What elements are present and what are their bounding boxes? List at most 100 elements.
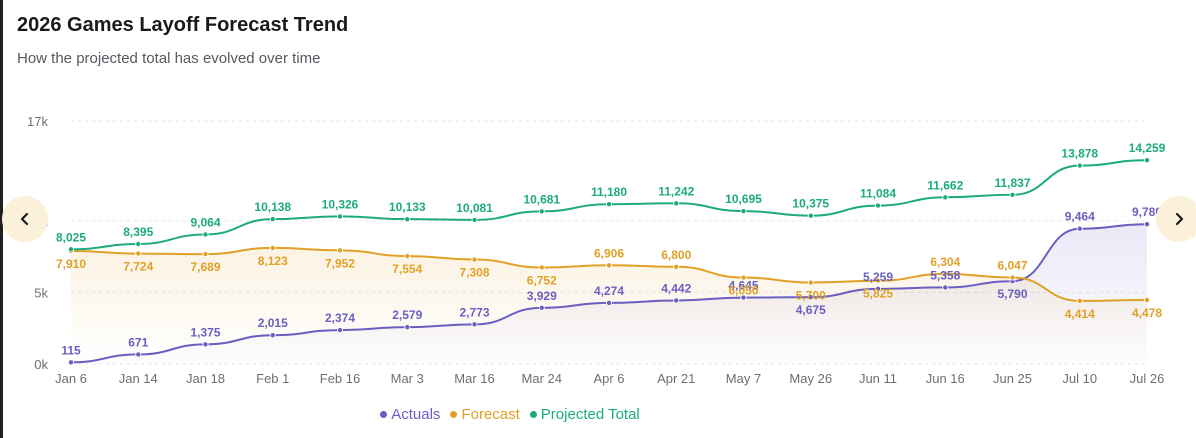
x-tick-label: Jan 18 <box>186 371 225 386</box>
point-actuals[interactable] <box>68 359 75 366</box>
point-forecast[interactable] <box>740 274 747 281</box>
point-forecast[interactable] <box>1144 296 1151 303</box>
point-forecast[interactable] <box>336 247 343 254</box>
point-forecast[interactable] <box>875 277 882 284</box>
point-forecast[interactable] <box>202 251 209 258</box>
x-tick-label: Mar 24 <box>522 371 562 386</box>
data-label-actuals: 2,374 <box>325 311 355 325</box>
point-projected-total[interactable] <box>404 216 411 223</box>
point-actuals[interactable] <box>807 294 814 301</box>
point-actuals[interactable] <box>606 299 613 306</box>
point-forecast[interactable] <box>673 263 680 270</box>
data-label-forecast: 6,050 <box>728 284 758 298</box>
point-forecast[interactable] <box>135 250 142 257</box>
point-projected-total[interactable] <box>202 231 209 238</box>
x-tick-label: Jun 16 <box>926 371 965 386</box>
previous-chart-button[interactable] <box>2 196 48 242</box>
point-actuals[interactable] <box>135 351 142 358</box>
y-tick-label: 17k <box>27 114 48 129</box>
legend-item-forecast[interactable]: Forecast <box>450 406 520 423</box>
data-label-projected-total: 10,138 <box>254 200 291 214</box>
data-label-actuals: 3,929 <box>527 289 557 303</box>
legend-item-projected-total[interactable]: Projected Total <box>529 406 640 423</box>
point-projected-total[interactable] <box>135 241 142 248</box>
point-forecast[interactable] <box>538 264 545 271</box>
point-forecast[interactable] <box>1009 274 1016 281</box>
point-actuals[interactable] <box>942 284 949 291</box>
data-label-actuals: 4,675 <box>796 303 826 317</box>
point-forecast[interactable] <box>942 270 949 277</box>
point-forecast[interactable] <box>269 244 276 251</box>
point-projected-total[interactable] <box>269 216 276 223</box>
data-label-forecast: 7,910 <box>56 257 86 271</box>
data-label-forecast: 6,752 <box>527 273 557 287</box>
point-actuals[interactable] <box>1076 225 1083 232</box>
point-forecast[interactable] <box>404 253 411 260</box>
point-actuals[interactable] <box>336 327 343 334</box>
x-tick-label: Apr 21 <box>657 371 695 386</box>
legend-label-actuals: Actuals <box>391 406 441 423</box>
next-chart-button[interactable] <box>1156 196 1196 242</box>
point-actuals[interactable] <box>404 324 411 331</box>
chart-legend: Actuals Forecast Projected Total <box>0 406 1020 423</box>
point-projected-total[interactable] <box>68 246 75 253</box>
data-label-projected-total: 8,395 <box>123 225 153 239</box>
legend-swatch-projected-total <box>529 411 537 418</box>
data-label-projected-total: 10,081 <box>456 201 493 215</box>
point-forecast[interactable] <box>606 262 613 269</box>
chevron-left-icon <box>20 212 29 226</box>
data-label-forecast: 4,414 <box>1065 307 1095 321</box>
point-actuals[interactable] <box>1144 221 1151 228</box>
x-tick-label: Jan 14 <box>119 371 158 386</box>
point-projected-total[interactable] <box>1076 162 1083 169</box>
data-label-actuals: 4,645 <box>728 279 758 293</box>
point-projected-total[interactable] <box>875 202 882 209</box>
data-label-forecast: 7,308 <box>459 266 489 280</box>
x-tick-label: Jun 11 <box>859 371 897 386</box>
data-label-forecast: 4,478 <box>1132 306 1162 320</box>
chart-title: 2026 Games Layoff Forecast Trend <box>17 14 349 36</box>
data-label-projected-total: 14,259 <box>1129 141 1166 155</box>
point-actuals[interactable] <box>740 294 747 301</box>
x-tick-label: May 7 <box>726 371 761 386</box>
point-actuals[interactable] <box>875 285 882 292</box>
data-label-actuals: 1,375 <box>190 325 220 339</box>
data-label-projected-total: 13,878 <box>1061 147 1098 161</box>
point-projected-total[interactable] <box>942 194 949 201</box>
x-tick-label: Mar 16 <box>454 371 494 386</box>
point-projected-total[interactable] <box>1009 191 1016 198</box>
y-tick-label: 5k <box>34 286 48 301</box>
point-actuals[interactable] <box>538 304 545 311</box>
data-label-forecast: 6,906 <box>594 246 624 260</box>
point-projected-total[interactable] <box>673 200 680 207</box>
point-projected-total[interactable] <box>740 208 747 215</box>
data-label-actuals: 2,579 <box>392 308 422 322</box>
point-projected-total[interactable] <box>471 216 478 223</box>
data-label-forecast: 6,800 <box>661 248 691 262</box>
legend-item-actuals[interactable]: Actuals <box>380 406 440 423</box>
point-forecast[interactable] <box>807 279 814 286</box>
point-projected-total[interactable] <box>1144 157 1151 164</box>
point-projected-total[interactable] <box>538 208 545 215</box>
x-tick-label: May 26 <box>789 371 832 386</box>
data-label-actuals: 5,358 <box>930 268 960 282</box>
point-actuals[interactable] <box>471 321 478 328</box>
point-actuals[interactable] <box>673 297 680 304</box>
x-tick-label: Jul 10 <box>1062 371 1097 386</box>
data-label-forecast: 7,554 <box>392 262 422 276</box>
area-forecast <box>71 247 1147 364</box>
data-label-actuals: 4,442 <box>661 282 691 296</box>
data-label-actuals: 5,259 <box>863 270 893 284</box>
point-projected-total[interactable] <box>606 201 613 208</box>
data-label-actuals: 2,015 <box>258 316 288 330</box>
point-actuals[interactable] <box>202 341 209 348</box>
point-projected-total[interactable] <box>807 212 814 219</box>
data-label-projected-total: 11,662 <box>927 178 963 192</box>
data-label-projected-total: 8,025 <box>56 230 86 244</box>
point-actuals[interactable] <box>269 332 276 339</box>
data-label-actuals: 2,773 <box>459 305 489 319</box>
point-forecast[interactable] <box>1076 297 1083 304</box>
point-forecast[interactable] <box>471 256 478 263</box>
x-tick-label: Jul 26 <box>1130 371 1165 386</box>
point-projected-total[interactable] <box>336 213 343 220</box>
